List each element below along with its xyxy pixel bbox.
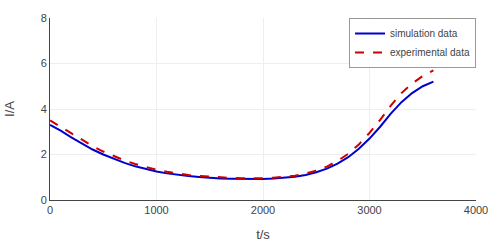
svg-text:4: 4 — [41, 103, 47, 115]
svg-text:I/A: I/A — [2, 101, 17, 117]
svg-text:4000: 4000 — [464, 204, 488, 216]
svg-text:0: 0 — [41, 194, 47, 206]
svg-text:experimental data: experimental data — [390, 47, 470, 58]
svg-text:simulation data: simulation data — [390, 28, 458, 39]
svg-text:2: 2 — [41, 148, 47, 160]
svg-text:1000: 1000 — [144, 204, 168, 216]
svg-text:2000: 2000 — [251, 204, 275, 216]
svg-text:6: 6 — [41, 57, 47, 69]
svg-text:3000: 3000 — [357, 204, 381, 216]
svg-text:t/s: t/s — [256, 227, 270, 242]
svg-text:0: 0 — [47, 204, 53, 216]
svg-text:8: 8 — [41, 12, 47, 24]
